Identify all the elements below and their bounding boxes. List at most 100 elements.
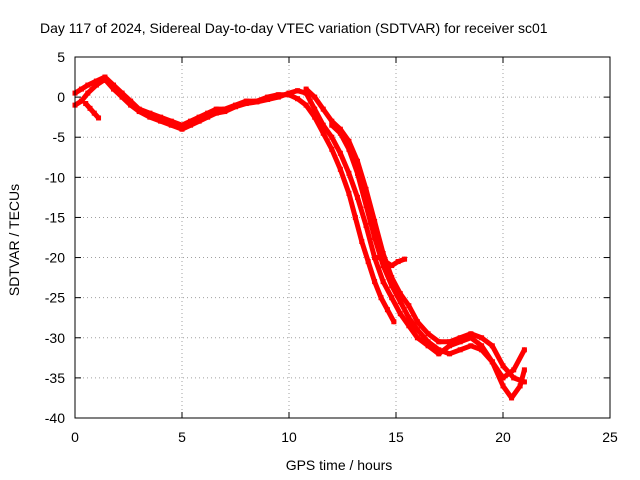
series-track-3 (303, 86, 527, 385)
data-point (303, 90, 309, 96)
data-point (436, 347, 442, 353)
data-point (457, 347, 463, 353)
data-point (500, 383, 506, 389)
data-point (406, 315, 412, 321)
data-point (511, 375, 517, 381)
data-point (128, 98, 134, 104)
data-point (372, 235, 378, 240)
data-point (354, 194, 360, 200)
data-point (85, 82, 91, 88)
data-point (389, 283, 395, 289)
y-tick-label: -25 (45, 290, 65, 306)
data-point (83, 101, 89, 107)
data-point (147, 114, 153, 120)
data-point (380, 279, 386, 285)
data-point (509, 395, 515, 401)
y-tick-label: -35 (45, 370, 65, 386)
data-point (414, 335, 420, 341)
data-point (179, 126, 185, 132)
data-point (102, 76, 108, 82)
data-point (389, 275, 395, 281)
data-point (275, 94, 281, 100)
y-axis-title: SDTVAR / TECUs (6, 184, 22, 296)
data-point (346, 190, 352, 196)
data-point (363, 186, 369, 192)
data-point (489, 343, 495, 349)
data-point (372, 255, 378, 261)
data-layer (72, 74, 527, 401)
data-point (329, 122, 335, 128)
y-tick-label: -40 (45, 410, 65, 426)
data-point (436, 339, 442, 345)
y-tick-label: -20 (45, 250, 65, 266)
data-point (395, 259, 401, 265)
data-point (128, 102, 134, 108)
data-point (329, 146, 335, 152)
y-tick-label: -15 (45, 209, 65, 225)
data-point (479, 343, 485, 349)
data-point (425, 343, 431, 349)
data-point (354, 158, 360, 164)
x-tick-label: 20 (495, 429, 511, 445)
data-point (329, 118, 335, 124)
y-tick-label: 5 (57, 49, 65, 65)
data-point (517, 383, 523, 389)
x-tick-label: 25 (602, 429, 618, 445)
data-point (363, 222, 369, 228)
data-point (500, 363, 506, 369)
data-point (320, 130, 326, 136)
data-point (468, 331, 474, 337)
data-point (468, 335, 474, 341)
data-point (382, 259, 388, 265)
data-point (457, 339, 463, 345)
data-point (372, 279, 378, 285)
data-point (414, 327, 420, 333)
data-point (312, 94, 318, 100)
data-point (521, 347, 527, 353)
series-track-5 (376, 255, 408, 269)
data-point (406, 303, 412, 309)
data-point (378, 295, 384, 301)
data-point (93, 78, 99, 84)
chart-title: Day 117 of 2024, Sidereal Day-to-day VTE… (40, 20, 548, 36)
data-point (91, 110, 97, 116)
data-point (479, 335, 485, 341)
data-point (447, 351, 452, 357)
data-point (365, 259, 371, 265)
data-point (265, 97, 271, 103)
data-point (222, 109, 228, 115)
data-point (93, 82, 99, 88)
data-point (468, 343, 474, 349)
x-tick-label: 10 (281, 429, 297, 445)
data-point (136, 109, 142, 115)
data-point (384, 307, 390, 313)
data-point (447, 339, 452, 345)
data-point (447, 343, 452, 349)
data-point (303, 102, 309, 108)
axis-ticks: 0 5 10 15 20 25 5 0 -5 -10 -15 -20 -25 -30 -35 -40 (45, 49, 618, 445)
data-point (479, 347, 485, 353)
data-point (391, 319, 397, 325)
data-point (295, 96, 301, 102)
data-point (457, 335, 463, 341)
data-point (363, 202, 369, 208)
series-track (72, 74, 397, 325)
data-point (320, 106, 326, 112)
series-track-6 (83, 101, 102, 121)
data-point (243, 101, 249, 107)
data-point (425, 339, 431, 345)
series-track-1 (72, 74, 397, 325)
data-point (500, 375, 506, 381)
data-point (337, 130, 343, 136)
data-point (320, 122, 326, 128)
data-point (380, 251, 386, 257)
data-point (111, 82, 117, 88)
data-point (111, 86, 117, 92)
y-tick-label: -5 (53, 129, 66, 145)
data-point (389, 295, 395, 301)
data-point (354, 170, 360, 176)
data-point (303, 86, 309, 92)
data-point (352, 214, 358, 220)
data-point (85, 90, 91, 96)
